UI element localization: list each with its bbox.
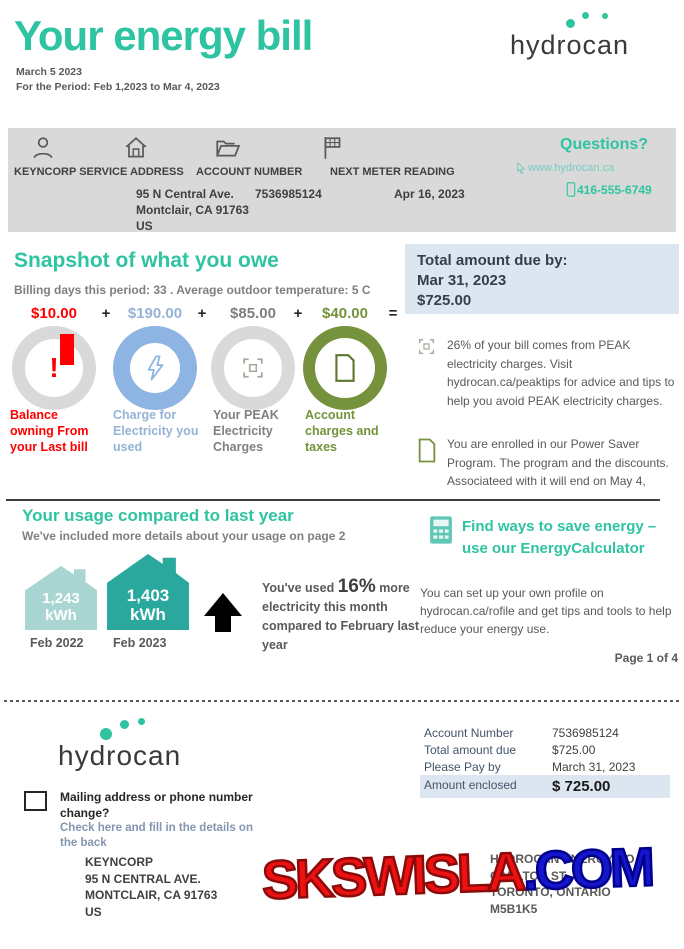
folder-icon: [213, 135, 241, 161]
power-saver-note: You are enrolled in our Power Saver Prog…: [447, 437, 669, 489]
energy-calculator-name: EnergyCalculator: [520, 540, 645, 557]
usage-value: 1,243: [42, 590, 80, 607]
usage-value: 1,403: [126, 586, 170, 605]
charges-label: Account charges and taxes: [305, 408, 379, 454]
snapshot-heading: Snapshot of what you owe: [14, 249, 279, 272]
table-row: Please Pay by March 31, 2023: [420, 758, 670, 775]
hydrocan-logo: hydrocan: [510, 8, 629, 61]
usage-house-last-year: 1,243 kWh: [25, 566, 97, 630]
table-row: Account Number 7536985124: [420, 724, 670, 741]
row-value: $725.00: [552, 742, 596, 757]
usage-subheading: We've included more details about your u…: [22, 529, 346, 543]
exclamation-icon: !: [49, 352, 59, 383]
flag-icon: [320, 135, 346, 161]
balance-donut: !: [12, 326, 96, 410]
person-icon: [30, 135, 56, 161]
amount-enclosed-row: Amount enclosed $ 725.00: [420, 775, 670, 798]
questions-heading: Questions?: [560, 136, 649, 153]
electricity-amount: $190.00: [127, 305, 183, 322]
lightning-icon: [147, 355, 164, 381]
page-title: Your energy bill: [14, 12, 313, 59]
watermark-red: SKSWISLA: [260, 840, 525, 912]
total-due-date: Mar 31, 2023: [417, 272, 507, 289]
scan-icon: [418, 338, 435, 355]
remit-address: HYDROCAN ENERGY CO CARLTON ST TORONTO, O…: [490, 852, 635, 916]
total-due-box: Total amount due by: Mar 31, 2023 $725.0…: [405, 244, 679, 314]
row-label: Amount enclosed: [424, 778, 517, 792]
peak-note: 26% of your bill comes from PEAK electri…: [447, 338, 675, 408]
billing-period: For the Period: Feb 1,2023 to Mar 4, 202…: [16, 81, 220, 93]
percent-increase: 16%: [337, 576, 376, 597]
service-address-value: 95 N Central Ave. Montclair, CA 91763 US: [136, 187, 249, 233]
charges-donut: [303, 326, 387, 410]
scan-icon: [243, 358, 263, 378]
account-number-value: 7536985124: [255, 187, 322, 201]
phone-icon: [566, 182, 576, 197]
row-label: Account Number: [424, 725, 514, 740]
total-due-amount: $725.00: [417, 292, 472, 309]
row-label: Please Pay by: [424, 759, 501, 774]
document-icon: [335, 354, 355, 382]
logo-text: hydrocan: [58, 740, 182, 771]
logo-dots-icon: [58, 718, 181, 740]
usage-unit: kWh: [45, 607, 77, 624]
mailing-change-note: Check here and fill in the details on th…: [60, 822, 253, 849]
house-icon: [123, 135, 149, 161]
section-divider: [6, 499, 660, 501]
service-address-label: KEYNCORP SERVICE ADDRESS: [14, 166, 184, 178]
account-number-label: ACCOUNT NUMBER: [196, 166, 303, 178]
calculator-icon: [429, 515, 453, 545]
row-value: $ 725.00: [552, 778, 611, 795]
electricity-donut: [113, 326, 197, 410]
meter-reading-label: NEXT METER READING: [330, 166, 455, 178]
peak-donut: [211, 326, 295, 410]
usage-house-this-year: 1,403 kWh: [107, 554, 189, 630]
mailing-change-title: Mailing address or phone number change?: [60, 790, 253, 820]
tear-off-divider: [4, 700, 680, 702]
hydrocan-logo-stub: hydrocan: [58, 718, 181, 772]
total-due-label: Total amount due by:: [417, 252, 568, 269]
page-indicator: Page 1 of 4: [614, 651, 678, 665]
usage-house-label: Feb 2022: [30, 636, 84, 650]
peak-amount: $85.00: [230, 305, 276, 322]
plus-sign: +: [293, 305, 303, 322]
snapshot-subheading: Billing days this period: 33 . Average o…: [14, 283, 371, 297]
energy-calculator-link[interactable]: Find ways to save energy – use our Energ…: [462, 518, 657, 557]
plus-sign: +: [101, 305, 111, 322]
usage-unit: kWh: [130, 605, 166, 624]
row-label: Total amount due: [424, 742, 517, 757]
green-document-icon: [416, 437, 438, 464]
logo-dots-icon: [510, 8, 629, 30]
customer-address: KEYNCORP 95 N CENTRAL AVE. MONTCLAIR, CA…: [85, 855, 218, 919]
increase-arrow-icon: [204, 593, 242, 632]
table-row: Total amount due $725.00: [420, 741, 670, 758]
balance-label: Balance owning From your Last bill: [10, 408, 89, 454]
equals-sign: =: [388, 305, 398, 322]
meter-reading-value: Apr 16, 2023: [394, 187, 465, 201]
profile-note: You can set up your own profile on hydro…: [420, 586, 672, 636]
watermark-blue: .COM: [521, 836, 655, 903]
phone-link[interactable]: 416-555-6749: [566, 182, 652, 197]
website-link[interactable]: www.hydrocan.ca: [516, 162, 614, 174]
address-change-checkbox[interactable]: [24, 791, 47, 811]
row-value: 7536985124: [552, 725, 619, 740]
usage-comparison-text: You've used 16% more electricity this mo…: [262, 576, 419, 652]
balance-tick: [60, 334, 74, 365]
usage-heading: Your usage compared to last year: [22, 506, 294, 525]
account-info-bar: KEYNCORP SERVICE ADDRESS ACCOUNT NUMBER …: [8, 128, 676, 233]
electricity-label: Charge for Electricity you used: [113, 408, 199, 454]
logo-text: hydrocan: [510, 30, 630, 60]
peak-label: Your PEAK Electricity Charges: [213, 408, 279, 454]
row-value: March 31, 2023: [552, 759, 636, 774]
charges-amount: $40.00: [322, 305, 368, 322]
account-summary-table: Account Number 7536985124 Total amount d…: [420, 724, 670, 798]
balance-amount: $10.00: [31, 305, 77, 322]
usage-house-label: Feb 2023: [113, 636, 167, 650]
bill-date: March 5 2023: [16, 66, 82, 78]
cursor-icon: [517, 162, 526, 174]
plus-sign: +: [197, 305, 207, 322]
